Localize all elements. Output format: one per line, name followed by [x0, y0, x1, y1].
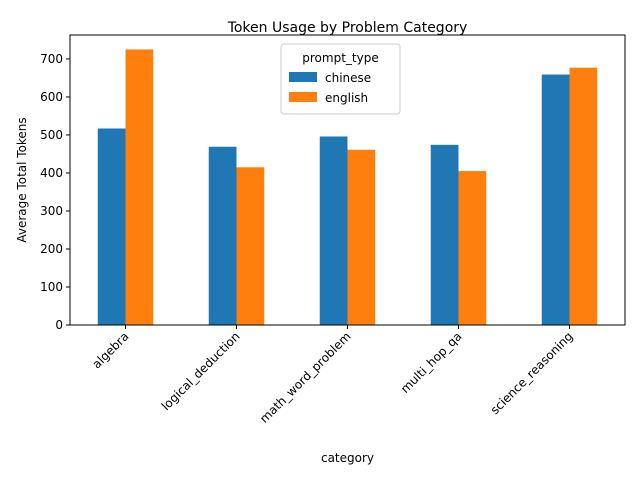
bar-chinese-logical_deduction: [208, 146, 237, 325]
bar-english-science_reasoning: [569, 67, 598, 325]
x-axis: algebra logical_deduction math_word_proble…: [89, 325, 576, 426]
bar-chinese-multi_hop_qa: [430, 144, 459, 325]
legend-label-chinese: chinese: [325, 71, 371, 85]
x-tick-label-math_word_problem: math_word_problem: [257, 329, 354, 426]
x-axis-title: category: [321, 451, 374, 465]
bar-english-multi_hop_qa: [458, 171, 487, 325]
y-tick-label: 200: [40, 242, 63, 256]
bars: [97, 49, 598, 326]
bar-chinese-math_word_problem: [319, 136, 348, 325]
y-tick-label: 0: [55, 318, 63, 332]
x-tick-label-science_reasoning: science_reasoning: [488, 329, 576, 417]
x-tick-label-logical_deduction: logical_deduction: [159, 329, 243, 413]
bar-english-algebra: [125, 49, 154, 325]
bar-english-logical_deduction: [236, 167, 265, 325]
legend-title: prompt_type: [302, 51, 378, 65]
y-axis: 0 100 200 300 400 500 600 700: [40, 52, 70, 332]
legend-label-english: english: [325, 91, 368, 105]
y-axis-title: Average Total Tokens: [15, 117, 29, 242]
y-tick-label: 300: [40, 204, 63, 218]
legend-swatch-english: [289, 92, 317, 102]
x-tick-label-multi_hop_qa: multi_hop_qa: [398, 329, 465, 396]
y-tick-label: 700: [40, 52, 63, 66]
x-tick-label-algebra: algebra: [89, 329, 131, 371]
y-tick-label: 600: [40, 90, 63, 104]
bar-chinese-science_reasoning: [541, 74, 570, 326]
chart-title: Token Usage by Problem Category: [227, 20, 468, 36]
y-tick-label: 500: [40, 128, 63, 142]
legend-swatch-chinese: [289, 72, 317, 82]
bar-chinese-algebra: [97, 128, 126, 325]
bar-english-math_word_problem: [347, 149, 376, 325]
y-tick-label: 400: [40, 166, 63, 180]
y-tick-label: 100: [40, 280, 63, 294]
